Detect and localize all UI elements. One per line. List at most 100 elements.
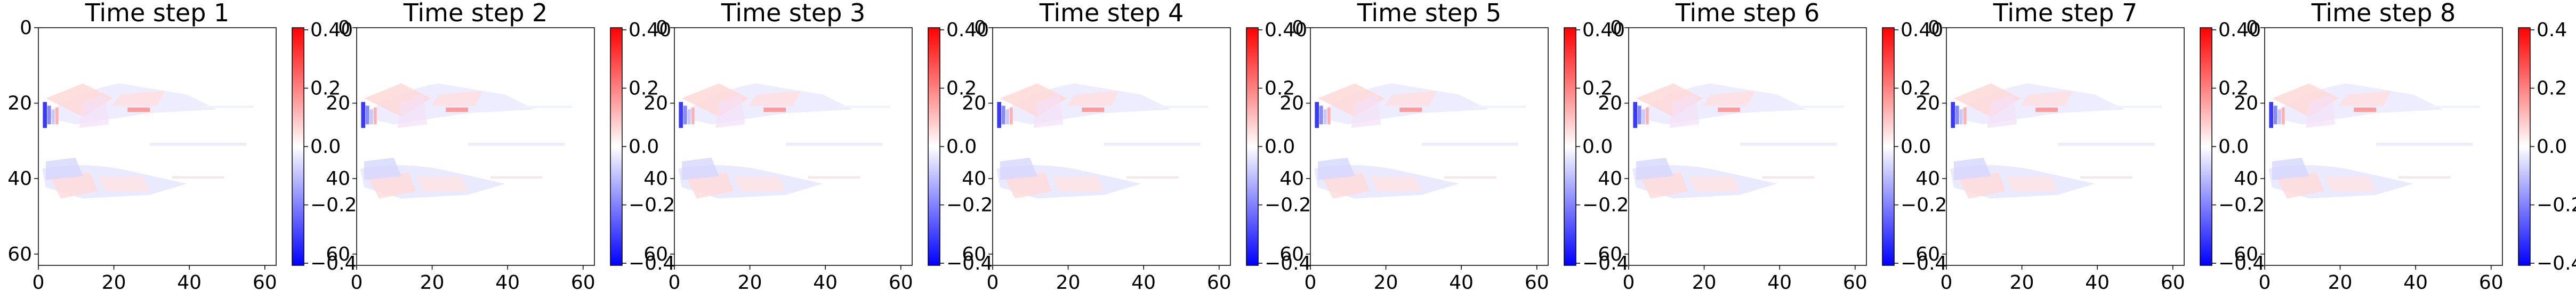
axes-frame	[1310, 27, 1549, 266]
x-tick-label: 40	[495, 272, 520, 294]
y-tick-label: 40	[326, 168, 350, 190]
colorbar-tick-label: 0.0	[629, 136, 659, 158]
x-tick-label: 60	[2161, 272, 2185, 294]
colorbar-tick-label: 0.2	[946, 78, 977, 100]
axes-frame	[992, 27, 1231, 266]
y-tick-label: 60	[1279, 244, 1304, 265]
y-tick-label: 60	[2234, 244, 2258, 265]
x-tick-label: 60	[1207, 272, 1231, 294]
colorbar-tick-label: 0.2	[2218, 78, 2249, 100]
y-tick-label: 20	[962, 93, 986, 115]
heatmap-background	[1629, 28, 1866, 265]
panel-title: Time step 5	[1357, 0, 1502, 27]
x-tick-label: 20	[1056, 272, 1081, 294]
colorbar-tick-label: 0.40	[1582, 19, 1625, 41]
x-tick-label: 40	[177, 272, 202, 294]
x-tick-label: 40	[1131, 272, 1156, 294]
axes-frame	[356, 27, 595, 266]
x-tick-label: 0	[351, 272, 363, 294]
colorbar-tick-label: −0.4	[629, 253, 675, 274]
axes-frame	[674, 27, 913, 266]
heatmap-background	[993, 28, 1230, 265]
colorbar-tick-label: −0.2	[1901, 194, 1947, 216]
heatmap-background	[674, 28, 912, 265]
y-tick-label: 0	[974, 17, 986, 39]
colorbar	[1564, 27, 1576, 266]
y-tick-label: 0	[20, 17, 32, 39]
x-tick-label: 20	[2010, 272, 2034, 294]
colorbar-tick-label: −0.2	[946, 194, 993, 216]
y-tick-label: 20	[7, 93, 32, 115]
colorbar	[2200, 27, 2212, 266]
y-tick-label: 0	[656, 17, 668, 39]
panel-title: Time step 1	[85, 0, 230, 27]
colorbar-tick-label: −0.4	[1901, 253, 1947, 274]
x-tick-label: 60	[2479, 272, 2503, 294]
heatmap-panel-8: Time step 8020406002040600.40.20.0−0.2−0…	[2234, 0, 2576, 294]
colorbar-tick-label: −0.4	[310, 253, 357, 274]
colorbar	[610, 27, 623, 266]
y-tick-label: 0	[2246, 17, 2258, 39]
x-tick-label: 40	[1767, 272, 1792, 294]
y-tick-label: 20	[2234, 93, 2258, 115]
colorbar-tick-label: −0.4	[1265, 253, 1311, 274]
x-tick-label: 0	[33, 272, 45, 294]
x-tick-label: 40	[2085, 272, 2110, 294]
x-tick-label: 60	[1843, 272, 1867, 294]
y-tick-label: 20	[1915, 93, 1940, 115]
heatmap-background	[1310, 28, 1548, 265]
colorbar-tick-label: 0.0	[2218, 136, 2249, 158]
colorbar-tick-label: −0.4	[1582, 253, 1629, 274]
y-tick-label: 60	[962, 244, 986, 265]
y-tick-label: 40	[962, 168, 986, 190]
colorbar-tick-label: 0.0	[1265, 136, 1295, 158]
y-tick-label: 40	[1279, 168, 1304, 190]
x-tick-label: 60	[889, 272, 913, 294]
panel-title: Time step 3	[721, 0, 866, 27]
y-tick-label: 60	[7, 244, 32, 265]
y-tick-label: 40	[7, 168, 32, 190]
heatmap-panel-7: Time step 70 20 40 6002040600.400.20.0−0.2−…	[1915, 0, 2265, 294]
colorbar-tick-label: 0.40	[2218, 19, 2261, 41]
colorbar-tick-label: 0.40	[629, 19, 671, 41]
panel-title: Time step 7	[1993, 0, 2138, 27]
panels: Time step 10 20 40 6002040600.400.20.0−0.2−…	[7, 0, 2576, 294]
heatmap-panel-3: Time step 30 20 40 6002040600.400.20.0−0.2−…	[643, 0, 993, 294]
axes-frame	[1628, 27, 1867, 266]
colorbar-tick-label: 0.2	[310, 78, 341, 100]
panel-title: Time step 4	[1039, 0, 1184, 27]
colorbar-tick-label: −0.4	[946, 253, 993, 274]
heatmap-background	[357, 28, 594, 265]
x-tick-label: 20	[102, 272, 126, 294]
colorbar-tick-label: 0.40	[946, 19, 989, 41]
colorbar-tick-label: 0.2	[2537, 78, 2567, 100]
y-tick-label: 60	[326, 244, 350, 265]
x-tick-label: 40	[1449, 272, 1474, 294]
x-tick-label: 0	[1941, 272, 1953, 294]
y-tick-label: 20	[643, 93, 668, 115]
x-tick-label: 20	[2328, 272, 2353, 294]
colorbar-tick-label: 0.0	[2537, 136, 2567, 158]
y-tick-label: 40	[643, 168, 668, 190]
colorbar-tick-label: 0.2	[629, 78, 659, 100]
colorbar-tick-label: 0.0	[310, 136, 341, 158]
heatmap-panel-5: Time step 50 20 40 6002040600.400.20.0−0.2−…	[1279, 0, 1629, 294]
y-tick-label: 40	[1915, 168, 1940, 190]
colorbar	[2518, 27, 2531, 266]
x-tick-label: 40	[2403, 272, 2428, 294]
x-tick-label: 60	[571, 272, 595, 294]
panel-title: Time step 8	[2311, 0, 2456, 27]
y-tick-label: 60	[1598, 244, 1622, 265]
heatmap-background	[38, 28, 276, 265]
heatmap-panel-4: Time step 40 20 40 6002040600.400.20.0−0.2−…	[962, 0, 1311, 294]
colorbar-tick-label: 0.40	[310, 19, 353, 41]
x-tick-label: 60	[253, 272, 277, 294]
y-tick-label: 0	[338, 17, 350, 39]
heatmap-panel-2: Time step 20 20 40 6002040600.400.20.0−0.2−…	[326, 0, 675, 294]
colorbar-tick-label: −0.2	[1582, 194, 1629, 216]
colorbar-tick-label: −0.2	[629, 194, 675, 216]
axes-frame	[1946, 27, 2185, 266]
x-tick-label: 20	[420, 272, 445, 294]
x-tick-label: 40	[813, 272, 838, 294]
